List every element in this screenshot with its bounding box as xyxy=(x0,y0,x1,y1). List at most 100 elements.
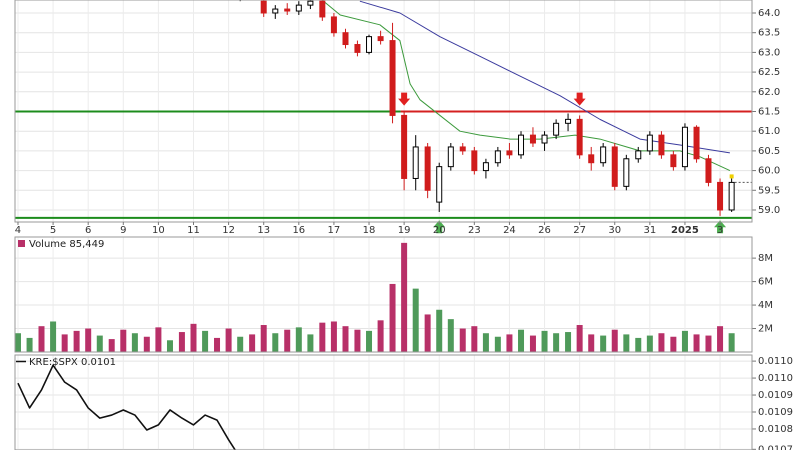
panel-frame xyxy=(14,236,753,353)
candle-body xyxy=(553,122,560,136)
x-tick-label: 24 xyxy=(503,225,516,236)
y-tick-label: 62.5 xyxy=(758,67,780,78)
x-tick-label: 27 xyxy=(573,225,586,236)
candle-body xyxy=(529,134,536,144)
volume-bar xyxy=(693,334,700,352)
candle-body xyxy=(670,154,677,168)
x-tick-label: 4 xyxy=(15,225,21,236)
volume-bar xyxy=(576,325,583,352)
plot-area xyxy=(15,0,752,222)
signal-arrow xyxy=(573,92,586,106)
y-tick-label: 61.0 xyxy=(758,126,780,137)
volume-bar xyxy=(529,335,536,352)
x-tick-label: 11 xyxy=(187,225,200,236)
x-tick-label: 10 xyxy=(152,225,165,236)
volume-bar xyxy=(330,321,337,352)
volume-bar xyxy=(26,337,33,352)
volume-bar xyxy=(600,335,607,352)
volume-bar xyxy=(354,329,361,352)
candle-body xyxy=(354,44,361,53)
candle-body xyxy=(377,36,384,42)
volume-bar xyxy=(155,327,162,352)
volume-bar xyxy=(73,330,80,352)
candle-body xyxy=(471,150,478,172)
candle-body xyxy=(436,166,443,203)
candle-body xyxy=(284,8,291,12)
volume-bar xyxy=(166,340,173,352)
candle-body xyxy=(565,118,572,124)
candle-body xyxy=(412,146,419,179)
signal-arrow xyxy=(433,220,446,234)
moving-average xyxy=(321,0,731,172)
candle-body xyxy=(541,134,548,144)
candle-body xyxy=(658,134,665,156)
volume-bar xyxy=(272,333,279,352)
volume-bar xyxy=(143,336,150,352)
volume-bar xyxy=(260,325,267,352)
volume-bar xyxy=(190,323,197,352)
volume-bar xyxy=(681,330,688,352)
volume-bar xyxy=(705,335,712,352)
candle-body xyxy=(623,158,630,187)
y-tick-label: 6M xyxy=(758,277,773,288)
candle-body xyxy=(681,126,688,168)
ratio-line xyxy=(17,364,237,450)
plot-area xyxy=(15,355,752,450)
signal-arrow xyxy=(714,220,727,234)
volume-bar xyxy=(342,326,349,352)
y-tick-label: 0.0108 xyxy=(758,424,793,435)
candle-body xyxy=(424,146,431,191)
volume-bar xyxy=(307,334,314,352)
candle-body xyxy=(459,146,466,152)
volume-bar xyxy=(611,329,618,352)
x-tick-label: 30 xyxy=(608,225,621,236)
volume-bar xyxy=(85,328,92,352)
y-tick-label: 8M xyxy=(758,253,773,264)
volume-bar xyxy=(366,330,373,352)
volume-bar xyxy=(284,329,291,352)
panel-title: Volume 85,449 xyxy=(29,239,104,250)
y-tick-label: 4M xyxy=(758,300,773,311)
y-tick-label: 63.5 xyxy=(758,28,780,39)
y-tick-label: 0.0109 xyxy=(758,407,793,418)
signal-arrow xyxy=(398,92,411,106)
x-tick-label: 20 xyxy=(433,225,446,236)
volume-bar xyxy=(96,335,103,352)
volume-bar xyxy=(471,326,478,352)
y-tick-label: 2M xyxy=(758,324,773,335)
volume-bar xyxy=(553,333,560,352)
volume-bar xyxy=(565,332,572,352)
candle-body xyxy=(728,181,735,211)
candle-body xyxy=(518,134,525,156)
candle-body xyxy=(600,146,607,164)
volume-bar xyxy=(635,337,642,352)
y-tick-label: 61.5 xyxy=(758,106,780,117)
candle-body xyxy=(705,158,712,183)
volume-bar xyxy=(728,333,735,352)
volume-bar xyxy=(50,321,57,352)
candle-body xyxy=(260,0,267,14)
volume-bar xyxy=(494,336,501,352)
panel-title: KRE:$SPX 0.0101 xyxy=(29,357,116,368)
volume-bar xyxy=(249,334,256,352)
candle-body xyxy=(342,32,349,46)
x-tick-label: 16 xyxy=(292,225,305,236)
volume-bar xyxy=(646,335,653,352)
candle-body xyxy=(588,154,595,164)
volume-bar xyxy=(61,334,68,352)
y-tick-label: 64.0 xyxy=(758,8,780,19)
candle-body xyxy=(389,40,396,116)
x-tick-label: 13 xyxy=(257,225,270,236)
last-price-marker xyxy=(729,174,734,179)
x-tick-label: 6 xyxy=(85,225,91,236)
candle-body xyxy=(447,146,454,168)
volume-bar xyxy=(178,332,185,352)
volume-bar xyxy=(389,283,396,352)
volume-bar xyxy=(506,334,513,352)
x-tick-label: 26 xyxy=(538,225,551,236)
candle-body xyxy=(319,0,326,18)
volume-bar xyxy=(588,334,595,352)
candle-body xyxy=(646,134,653,152)
candle-body xyxy=(330,16,337,34)
